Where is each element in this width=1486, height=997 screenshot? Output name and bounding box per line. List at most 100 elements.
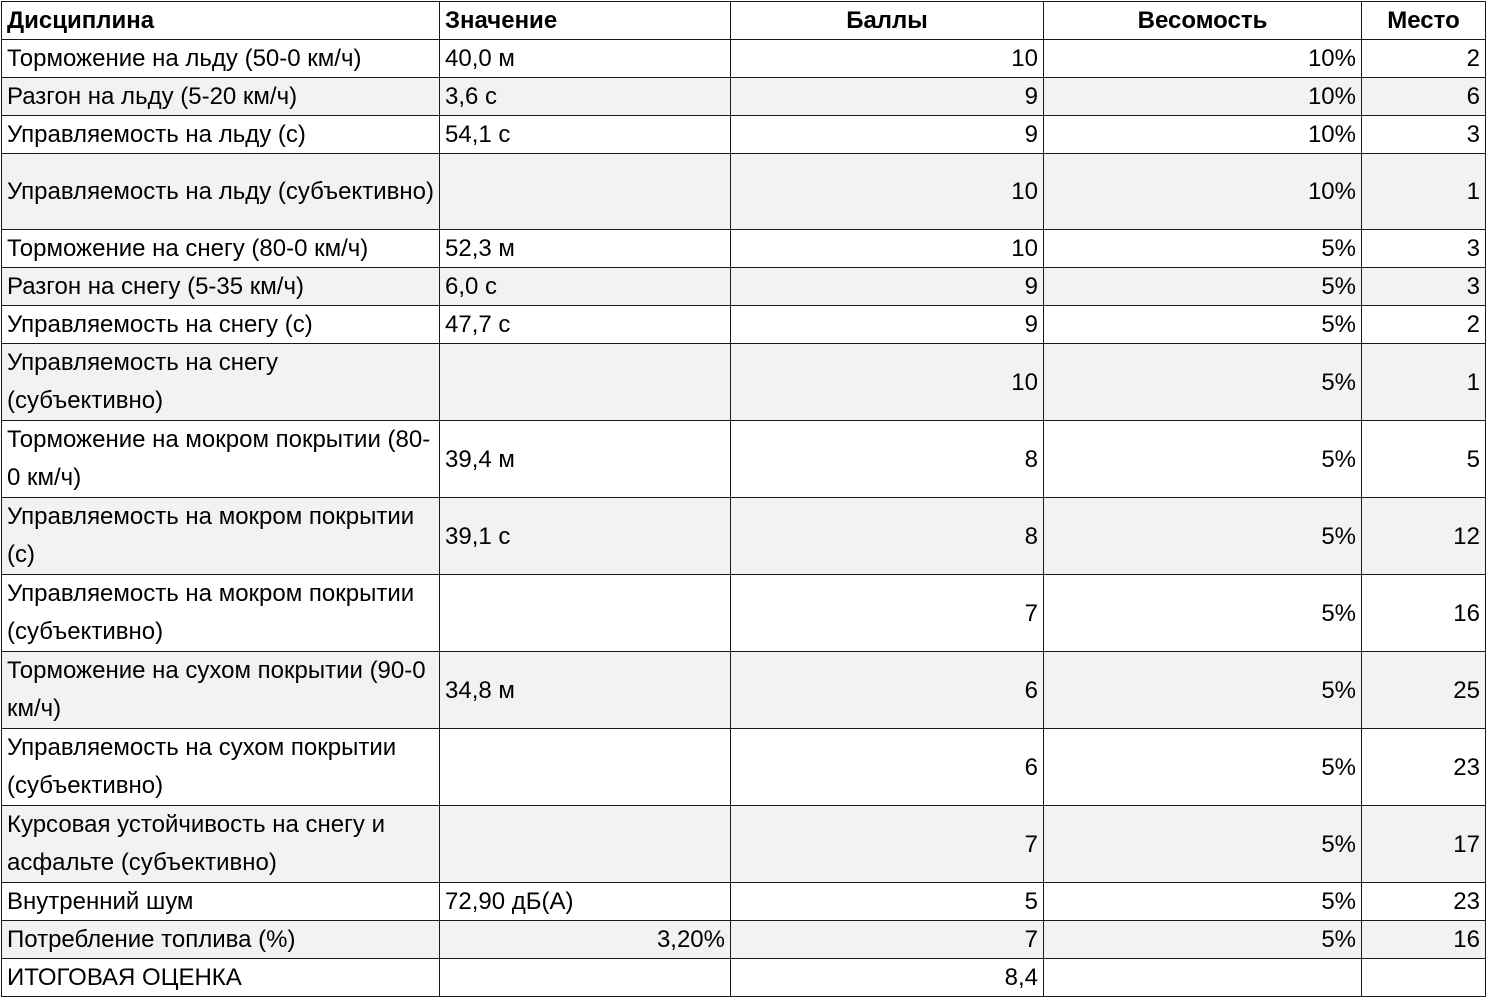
cell-points[interactable]: 7 xyxy=(730,574,1044,652)
cell-value[interactable] xyxy=(439,805,731,883)
cell-discipline[interactable]: Внутренний шум xyxy=(1,882,440,921)
cell-weight[interactable]: 5% xyxy=(1043,305,1362,344)
cell-discipline[interactable]: Торможение на мокром покрытии (80-0 км/ч… xyxy=(1,420,440,498)
cell-discipline[interactable]: Управляемость на льду (с) xyxy=(1,115,440,154)
cell-discipline[interactable]: Разгон на льду (5-20 км/ч) xyxy=(1,77,440,116)
cell-weight[interactable]: 5% xyxy=(1043,229,1362,268)
cell-discipline[interactable]: Торможение на сухом покрытии (90-0 км/ч) xyxy=(1,651,440,729)
header-points[interactable]: Баллы xyxy=(730,1,1044,40)
cell-discipline[interactable]: Управляемость на льду (субъективно) xyxy=(1,153,440,230)
cell-value[interactable]: 6,0 с xyxy=(439,267,731,306)
cell-points[interactable]: 9 xyxy=(730,267,1044,306)
cell-place[interactable]: 6 xyxy=(1361,77,1486,116)
header-row: Дисциплина Значение Баллы Весомость Мест… xyxy=(1,1,1486,40)
cell-place[interactable]: 2 xyxy=(1361,305,1486,344)
cell-place[interactable]: 3 xyxy=(1361,115,1486,154)
header-discipline[interactable]: Дисциплина xyxy=(1,1,440,40)
cell-place[interactable]: 2 xyxy=(1361,39,1486,78)
cell-points[interactable]: 8 xyxy=(730,420,1044,498)
cell-value[interactable]: 54,1 с xyxy=(439,115,731,154)
cell-discipline[interactable]: Управляемость на мокром покрытии (с) xyxy=(1,497,440,575)
cell-points[interactable]: 10 xyxy=(730,343,1044,421)
cell-place[interactable]: 3 xyxy=(1361,229,1486,268)
cell-weight[interactable]: 5% xyxy=(1043,497,1362,575)
cell-value[interactable] xyxy=(439,343,731,421)
cell-value[interactable]: 72,90 дБ(А) xyxy=(439,882,731,921)
table-row: Торможение на сухом покрытии (90-0 км/ч)… xyxy=(1,651,1486,729)
cell-place[interactable]: 23 xyxy=(1361,728,1486,806)
cell-discipline[interactable]: Управляемость на снегу (с) xyxy=(1,305,440,344)
table-row: Управляемость на снегу (с) 47,7 с 9 5% 2 xyxy=(1,305,1486,344)
cell-place[interactable]: 23 xyxy=(1361,882,1486,921)
cell-weight[interactable]: 5% xyxy=(1043,267,1362,306)
cell-value[interactable]: 34,8 м xyxy=(439,651,731,729)
cell-weight[interactable]: 10% xyxy=(1043,77,1362,116)
cell-weight[interactable]: 5% xyxy=(1043,420,1362,498)
cell-value[interactable]: 52,3 м xyxy=(439,229,731,268)
cell-weight[interactable]: 5% xyxy=(1043,574,1362,652)
cell-value[interactable] xyxy=(439,574,731,652)
cell-points[interactable]: 6 xyxy=(730,651,1044,729)
cell-discipline[interactable]: Потребление топлива (%) xyxy=(1,920,440,959)
cell-value[interactable] xyxy=(439,728,731,806)
header-place[interactable]: Место xyxy=(1361,1,1486,40)
table-row: Управляемость на мокром покрытии (субъек… xyxy=(1,574,1486,652)
cell-points[interactable]: 10 xyxy=(730,39,1044,78)
cell-weight[interactable]: 10% xyxy=(1043,153,1362,230)
cell-weight[interactable]: 5% xyxy=(1043,805,1362,883)
cell-value[interactable] xyxy=(439,153,731,230)
cell-points[interactable]: 10 xyxy=(730,229,1044,268)
cell-discipline[interactable]: Управляемость на снегу (субъективно) xyxy=(1,343,440,421)
total-points[interactable]: 8,4 xyxy=(730,958,1044,997)
cell-place[interactable]: 5 xyxy=(1361,420,1486,498)
cell-points[interactable]: 9 xyxy=(730,305,1044,344)
table-row: Разгон на снегу (5-35 км/ч) 6,0 с 9 5% 3 xyxy=(1,267,1486,306)
cell-weight[interactable]: 5% xyxy=(1043,343,1362,421)
cell-points[interactable]: 7 xyxy=(730,805,1044,883)
total-label[interactable]: ИТОГОВАЯ ОЦЕНКА xyxy=(1,958,440,997)
cell-weight[interactable]: 5% xyxy=(1043,651,1362,729)
cell-place[interactable]: 3 xyxy=(1361,267,1486,306)
cell-place[interactable]: 17 xyxy=(1361,805,1486,883)
cell-place[interactable]: 25 xyxy=(1361,651,1486,729)
total-place[interactable] xyxy=(1361,958,1486,997)
cell-points[interactable]: 8 xyxy=(730,497,1044,575)
cell-weight[interactable]: 5% xyxy=(1043,882,1362,921)
cell-value[interactable]: 3,6 с xyxy=(439,77,731,116)
cell-discipline[interactable]: Торможение на снегу (80-0 км/ч) xyxy=(1,229,440,268)
cell-discipline[interactable]: Разгон на снегу (5-35 км/ч) xyxy=(1,267,440,306)
cell-value[interactable]: 40,0 м xyxy=(439,39,731,78)
cell-place[interactable]: 16 xyxy=(1361,920,1486,959)
table-row: Торможение на мокром покрытии (80-0 км/ч… xyxy=(1,420,1486,498)
cell-value[interactable]: 39,4 м xyxy=(439,420,731,498)
cell-place[interactable]: 1 xyxy=(1361,343,1486,421)
cell-discipline[interactable]: Управляемость на мокром покрытии (субъек… xyxy=(1,574,440,652)
cell-value[interactable]: 39,1 с xyxy=(439,497,731,575)
cell-value[interactable]: 3,20% xyxy=(439,920,731,959)
cell-points[interactable]: 7 xyxy=(730,920,1044,959)
table-row: Управляемость на снегу (субъективно) 10 … xyxy=(1,343,1486,421)
table-row: Управляемость на льду (субъективно) 10 1… xyxy=(1,153,1486,230)
total-value[interactable] xyxy=(439,958,731,997)
cell-points[interactable]: 6 xyxy=(730,728,1044,806)
total-weight[interactable] xyxy=(1043,958,1362,997)
cell-weight[interactable]: 5% xyxy=(1043,728,1362,806)
cell-discipline[interactable]: Курсовая устойчивость на снегу и асфальт… xyxy=(1,805,440,883)
cell-discipline[interactable]: Торможение на льду (50-0 км/ч) xyxy=(1,39,440,78)
cell-points[interactable]: 9 xyxy=(730,77,1044,116)
table-row: Торможение на льду (50-0 км/ч) 40,0 м 10… xyxy=(1,39,1486,78)
cell-place[interactable]: 16 xyxy=(1361,574,1486,652)
header-weight[interactable]: Весомость xyxy=(1043,1,1362,40)
cell-weight[interactable]: 10% xyxy=(1043,115,1362,154)
cell-discipline[interactable]: Управляемость на сухом покрытии (субъект… xyxy=(1,728,440,806)
cell-place[interactable]: 12 xyxy=(1361,497,1486,575)
header-value[interactable]: Значение xyxy=(439,1,731,40)
cell-value[interactable]: 47,7 с xyxy=(439,305,731,344)
cell-points[interactable]: 9 xyxy=(730,115,1044,154)
cell-weight[interactable]: 5% xyxy=(1043,920,1362,959)
cell-weight[interactable]: 10% xyxy=(1043,39,1362,78)
table-row: Потребление топлива (%) 3,20% 7 5% 16 xyxy=(1,920,1486,959)
cell-points[interactable]: 5 xyxy=(730,882,1044,921)
cell-points[interactable]: 10 xyxy=(730,153,1044,230)
cell-place[interactable]: 1 xyxy=(1361,153,1486,230)
